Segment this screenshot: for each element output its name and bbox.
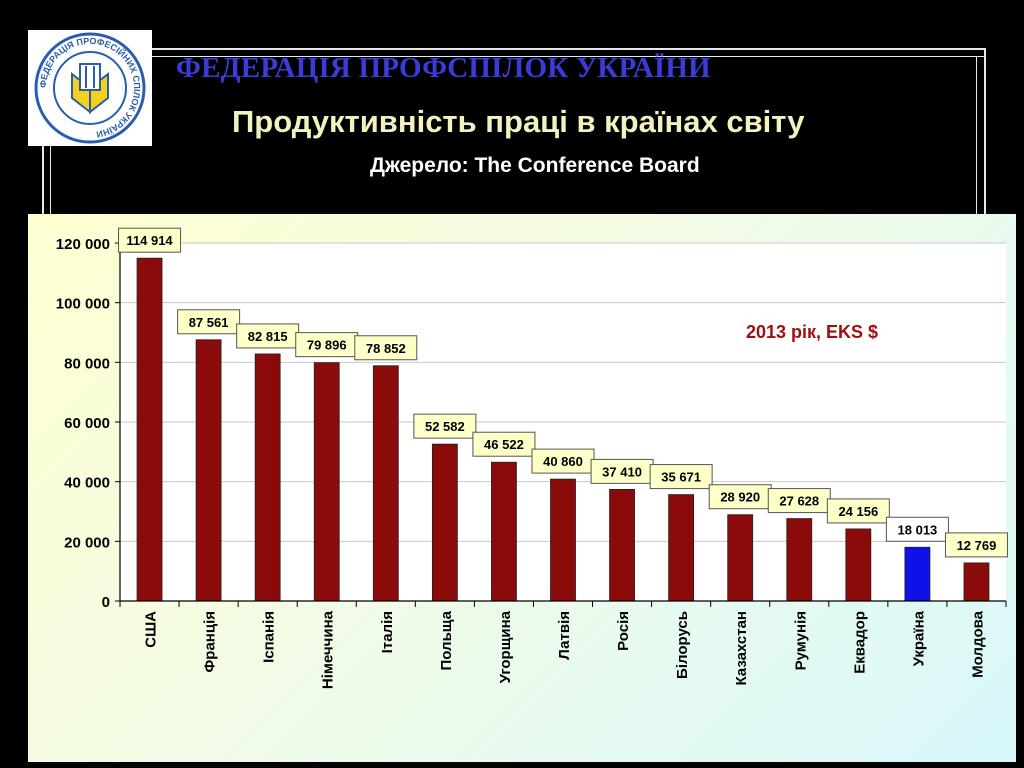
value-label-box xyxy=(177,309,241,335)
bar-15 xyxy=(963,562,990,602)
bar-5 xyxy=(372,365,399,602)
y-tick-label: 120 000 xyxy=(56,236,110,253)
value-label: 12 769 xyxy=(957,538,997,553)
bar-7 xyxy=(491,461,517,602)
value-label: 79 896 xyxy=(307,338,347,353)
y-tick-label: 100 000 xyxy=(56,296,110,313)
value-label-box xyxy=(531,448,595,474)
x-tick-label: Італія xyxy=(379,611,396,653)
value-label-box xyxy=(472,431,536,457)
value-label: 52 582 xyxy=(425,419,465,434)
x-tick-label: Угорщина xyxy=(497,610,514,683)
y-tick-label: 20 000 xyxy=(64,534,110,551)
bar-chart: 0 20 000 40 000 60 000 80 000 100 000 120 000 1… xyxy=(56,227,1008,689)
value-label: 40 860 xyxy=(543,454,583,469)
bar-6 xyxy=(431,443,458,602)
x-tick-label: Латвія xyxy=(556,611,573,660)
x-tick-label: Франція xyxy=(202,611,219,673)
bar-14 xyxy=(904,546,931,602)
bar-1 xyxy=(136,257,163,602)
value-label-box xyxy=(236,323,300,349)
value-label-box xyxy=(590,458,654,484)
x-tick-label: Румунія xyxy=(792,611,809,670)
x-tick-label: Молдова xyxy=(969,610,986,678)
y-tick-label: 80 000 xyxy=(64,355,110,372)
value-label: 87 561 xyxy=(189,315,229,330)
value-label: 35 671 xyxy=(661,470,701,485)
value-label-box xyxy=(767,488,831,514)
x-tick-label: Білорусь xyxy=(674,611,691,679)
value-label: 82 815 xyxy=(248,329,288,344)
bar-8 xyxy=(550,478,576,602)
value-label-box xyxy=(118,227,182,253)
x-tick-label: США xyxy=(143,611,160,648)
value-label: 46 522 xyxy=(484,437,524,452)
y-tick-label: 0 xyxy=(102,594,110,611)
value-label-box xyxy=(885,516,949,542)
bar-12 xyxy=(786,518,813,602)
org-name: ФЕДЕРАЦІЯ ПРОФСПІЛОК УКРАЇНИ xyxy=(176,52,711,84)
value-label: 18 013 xyxy=(898,522,938,537)
value-label: 37 410 xyxy=(602,464,642,479)
value-label-box xyxy=(826,498,890,524)
value-label-box xyxy=(944,532,1008,558)
value-label: 28 920 xyxy=(720,490,760,505)
value-label-box xyxy=(708,484,772,510)
x-tick-label: Україна xyxy=(910,610,927,666)
bar-4 xyxy=(313,362,340,602)
bar-13 xyxy=(845,528,872,602)
bar-3 xyxy=(254,353,281,602)
chart-panel: 0 20 000 40 000 60 000 80 000 100 000 120 000 1… xyxy=(28,214,1016,762)
value-label: 78 852 xyxy=(366,341,406,356)
value-label: 114 914 xyxy=(126,233,173,248)
bar-9 xyxy=(609,488,635,602)
frame-line-top-inner xyxy=(42,56,986,57)
x-tick-label: Німеччина xyxy=(320,610,337,689)
x-tick-label: Еквадор xyxy=(851,611,868,674)
x-tick-label: Казахстан xyxy=(733,611,750,686)
x-tick-label: Польща xyxy=(438,610,455,670)
value-label-box xyxy=(354,335,418,361)
slide-subtitle: Джерело: The Conference Board xyxy=(370,154,700,177)
chart-annotation: 2013 рік, EKS $ xyxy=(746,322,878,342)
bar-11 xyxy=(727,514,754,602)
value-label: 27 628 xyxy=(779,494,819,509)
slide-title: Продуктивність праці в країнах світу xyxy=(232,104,805,139)
frame-line-top xyxy=(42,48,986,50)
y-tick-label: 40 000 xyxy=(64,475,110,492)
value-label-box xyxy=(649,464,713,490)
value-label-box xyxy=(295,332,359,358)
bar-2 xyxy=(195,339,222,602)
x-tick-label: Росія xyxy=(615,611,632,651)
frame-line-right-inner xyxy=(976,56,977,216)
frame-line-right xyxy=(984,48,986,216)
value-label: 24 156 xyxy=(838,504,878,519)
value-label-box xyxy=(413,413,477,439)
y-tick-label: 60 000 xyxy=(64,415,110,432)
bar-10 xyxy=(668,494,695,602)
federation-logo: ФЕДЕРАЦІЯ ПРОФЕСІЙНИХ СПІЛОК УКРАЇНИ xyxy=(28,30,152,146)
x-tick-label: Іспанія xyxy=(261,611,278,663)
